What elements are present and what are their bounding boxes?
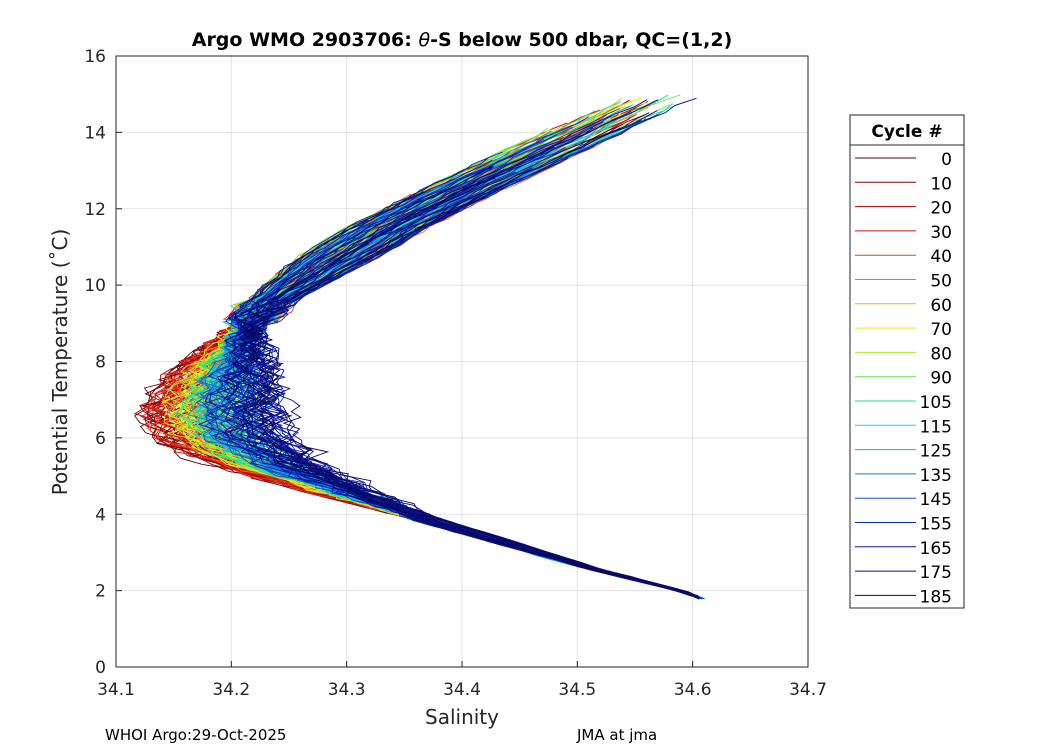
cycle-profile-line [246,192,697,597]
legend-label: 135 [920,466,952,486]
legend-label: 145 [920,490,952,510]
cycle-profile-line [243,112,696,598]
legend-label: 40 [930,247,952,267]
x-tick-label: 34.2 [212,680,250,700]
legend-label: 70 [930,320,952,340]
x-tick-label: 34.5 [558,680,596,700]
legend-label: 60 [930,296,952,316]
y-tick-label: 8 [95,353,106,373]
x-tick-labels: 34.1 34.2 34.3 34.4 34.5 34.6 34.7 [97,661,827,700]
y-tick-label: 12 [84,200,106,220]
y-tick-label: 10 [84,276,106,296]
legend-label: 90 [930,369,952,389]
profile-lines [133,94,706,600]
cycle-profile-line [246,168,695,597]
x-axis-label: Salinity [425,705,499,729]
cycle-profile-line [236,110,698,598]
legend-title: Cycle # [871,122,942,142]
y-tick-label: 0 [95,658,106,678]
y-tick-label: 2 [95,582,106,602]
y-tick-label: 6 [95,429,106,449]
legend-label: 10 [930,174,952,194]
x-tick-label: 34.3 [328,680,366,700]
x-tick-label: 34.4 [443,680,481,700]
cycle-profile-line [241,146,694,597]
legend-label: 175 [920,563,952,583]
x-tick-label: 34.1 [97,680,135,700]
legend-label: 105 [920,393,952,413]
legend-entries: 0 10 20 30 40 50 60 70 80 90 105 115 125 135 145 155 165… [855,150,952,607]
x-tick-label: 34.6 [674,680,712,700]
legend-label: 20 [930,199,952,219]
chart-title: Argo WMO 2903706: θ-S below 500 dbar, QC… [192,29,733,51]
legend-label: 30 [930,223,952,243]
y-tick-label: 4 [95,505,106,525]
y-axis-label: Potential Temperature (˚C) [48,229,72,496]
legend-label: 155 [920,515,952,535]
cycle-profile-line [219,189,696,597]
legend-label: 115 [920,417,952,437]
legend-label: 0 [941,150,952,170]
legend-label: 50 [930,272,952,292]
legend-label: 80 [930,344,952,364]
legend-box [849,114,965,609]
y-tick-labels: 0 2 4 6 8 10 12 14 16 [84,47,122,678]
y-tick-label: 14 [84,123,106,143]
legend-label: 185 [920,587,952,607]
legend-label: 165 [920,539,952,559]
legend: Cycle # 0 10 20 30 40 50 60 70 80 90 105 115 125 135 1… [849,114,965,609]
legend-label: 125 [920,442,952,462]
x-tick-label: 34.7 [789,680,827,700]
footer-source: WHOI Argo:29-Oct-2025 [105,726,287,744]
y-tick-label: 16 [84,47,106,67]
footer-attribution: JMA at jma [577,726,658,744]
